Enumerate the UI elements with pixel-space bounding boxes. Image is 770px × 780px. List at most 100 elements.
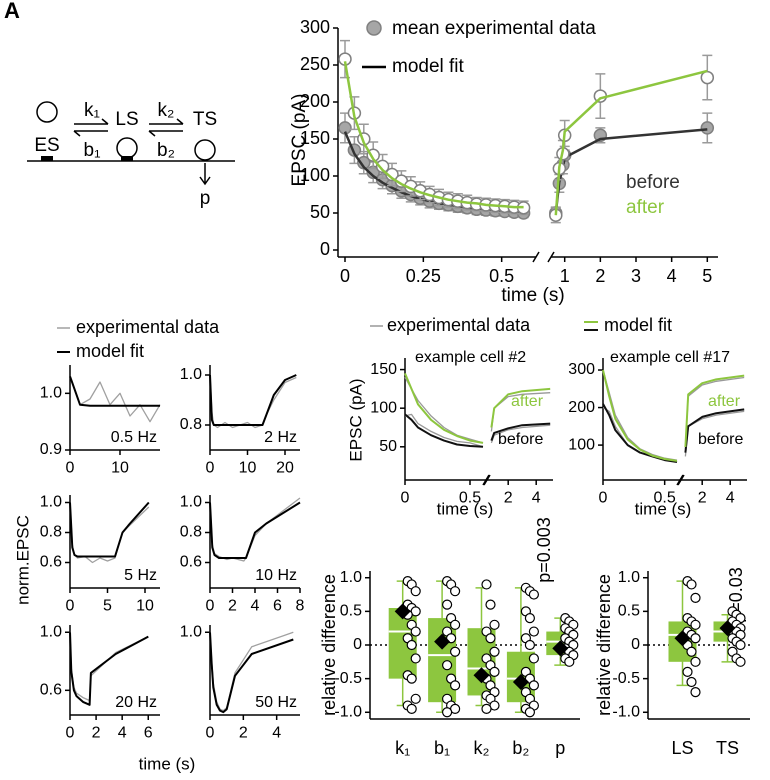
line — [404, 413, 484, 448]
data-point — [682, 666, 693, 678]
line — [684, 408, 745, 453]
y-tick-label: 0 — [631, 636, 640, 653]
data-point — [700, 70, 715, 85]
y-axis-label: relative difference — [319, 574, 339, 716]
data-point — [524, 612, 536, 624]
p-value: p=0.003 — [534, 517, 554, 583]
y-tick-label: 0 — [320, 239, 330, 259]
rate-label: b₁ — [84, 140, 101, 161]
axis-break — [482, 474, 491, 486]
x-tick-label: 0.5 — [459, 490, 481, 507]
line — [490, 387, 551, 428]
mean — [473, 667, 490, 684]
chart-title: example cell #2 — [415, 349, 526, 366]
y-axis-label: EPSC (pA) — [289, 94, 310, 187]
mean — [512, 674, 529, 690]
data-point — [450, 586, 461, 597]
arrow — [149, 118, 184, 125]
y-tick-label: 0.5 — [618, 603, 640, 620]
legend-label: experimental data — [387, 315, 531, 335]
data-point — [528, 626, 540, 637]
legend-label: model fit — [76, 341, 144, 361]
x-tick-label: 10 — [239, 460, 257, 477]
y-tick-label: 0.6 — [40, 554, 62, 571]
x-tick-label: 2 — [239, 725, 248, 742]
x-tick-label: 0 — [66, 598, 75, 615]
data-point — [690, 686, 701, 698]
data-point — [485, 633, 496, 644]
y-tick-label: 50 — [379, 438, 397, 455]
site — [41, 156, 53, 161]
data-point — [442, 660, 453, 671]
y-tick-label: 1.0 — [40, 623, 62, 640]
x-tick-label: 2 — [228, 598, 237, 615]
frequency-label: 20 Hz — [115, 694, 157, 711]
line — [602, 403, 678, 463]
y-axis-label: relative difference — [594, 574, 614, 716]
x-tick-label: 2 — [698, 490, 707, 507]
mean — [719, 620, 736, 637]
line — [209, 374, 297, 426]
site — [121, 156, 133, 161]
vesicle — [194, 139, 216, 161]
fit-line — [343, 61, 524, 209]
line — [69, 501, 150, 558]
data-point — [686, 676, 697, 688]
legend-label: experimental data — [76, 317, 220, 337]
y-tick-label: 1.0 — [40, 385, 62, 402]
y-tick-label: 0.6 — [40, 682, 62, 699]
data-point — [686, 646, 697, 657]
legend-label: mean experimental data — [392, 18, 596, 39]
y-tick-label: 100 — [370, 399, 397, 416]
data-point — [686, 579, 697, 590]
y-tick-label: 100 — [300, 165, 330, 185]
axis-break — [676, 474, 685, 486]
line — [209, 632, 294, 714]
x-tick-label: 4 — [532, 490, 541, 507]
x-tick-label: 0 — [66, 460, 75, 477]
y-tick-label: -0.5 — [612, 670, 640, 687]
x-tick-label: 6 — [273, 598, 282, 615]
release-arrow — [199, 163, 211, 186]
x-tick-label: p — [555, 738, 565, 758]
data-point — [410, 653, 421, 664]
data-point — [406, 639, 417, 651]
line — [602, 369, 678, 462]
frequency-label: 0.5 Hz — [111, 429, 157, 446]
x-tick-label: 0.25 — [406, 266, 441, 286]
series-label: after — [626, 197, 665, 218]
x-tick-label: 0 — [66, 725, 75, 742]
x-tick-label: LS — [671, 738, 693, 758]
data-point — [450, 619, 461, 630]
y-tick-label: 150 — [370, 361, 397, 378]
y-tick-label: 1.0 — [180, 623, 202, 640]
x-tick-label: 10 — [111, 460, 129, 477]
y-tick-label: 200 — [568, 399, 595, 416]
data-point — [485, 599, 496, 610]
x-tick-label: 2 — [504, 490, 513, 507]
legend-label: model fit — [604, 315, 672, 335]
line — [209, 497, 301, 562]
line — [684, 374, 745, 448]
data-point — [410, 693, 421, 704]
mean — [394, 603, 411, 620]
release-label: p — [200, 188, 211, 209]
x-tick-label: k₂ — [474, 738, 490, 758]
x-tick-label: 4 — [118, 725, 127, 742]
data-point — [450, 646, 461, 657]
chart-title: example cell #17 — [610, 349, 730, 366]
x-tick-label: 1 — [560, 266, 570, 286]
data-point — [524, 639, 536, 651]
x-tick-label: 20 — [276, 460, 294, 477]
x-axis-label: time (s) — [635, 499, 692, 518]
arrow — [148, 130, 183, 137]
x-tick-label: 0 — [206, 725, 215, 742]
data-point — [528, 589, 540, 600]
x-axis-label: time (s) — [437, 499, 494, 518]
legend-marker — [366, 20, 382, 36]
x-tick-label: b₂ — [512, 738, 529, 758]
state-label: TS — [193, 109, 217, 130]
x-tick-label: 0 — [340, 266, 350, 286]
line — [69, 502, 150, 564]
mean — [434, 633, 451, 650]
